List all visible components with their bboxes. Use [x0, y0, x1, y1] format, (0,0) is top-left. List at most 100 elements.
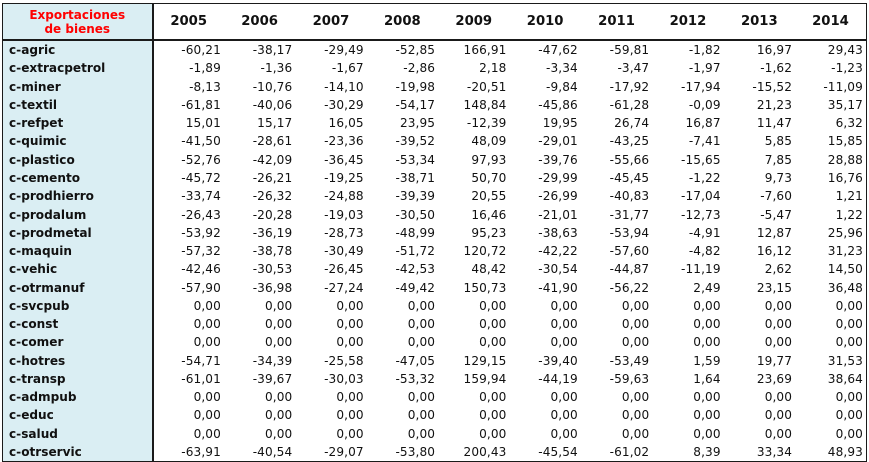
value-cell: 0,00 [621, 426, 650, 441]
value-cell: -3,47 [617, 61, 650, 76]
value-cell: 15,01 [185, 116, 221, 131]
value-cell: 0,00 [764, 298, 793, 313]
year-header: 2005 [152, 3, 224, 41]
value-cell: -26,43 [181, 207, 221, 222]
table-row: c-otrmanuf -57,90 -36,98 -27,24 -49,42 150,73… [2, 278, 867, 297]
value-cell: -29,07 [295, 442, 367, 462]
value-cell: -1,67 [331, 61, 364, 76]
value-cell: -38,71 [395, 170, 436, 185]
value-cell: 0,00 [621, 298, 650, 313]
value-cell: -52,85 [395, 43, 436, 58]
value-cell: 0,00 [407, 335, 436, 350]
value-cell: 0,00 [795, 388, 867, 407]
value-cell: 0,00 [550, 390, 578, 405]
table-row: c-prodmetal -53,92 -36,19 -28,73 -48,99 95,23… [2, 223, 867, 242]
value-cell: 19,77 [756, 353, 793, 368]
value-cell: 0,00 [336, 390, 364, 405]
value-cell: -61,02 [580, 442, 653, 462]
value-cell: 0,00 [193, 408, 221, 423]
value-cell: -7,60 [760, 189, 793, 204]
value-cell: -17,92 [609, 79, 650, 94]
value-cell: 0,00 [479, 408, 507, 423]
value-cell: 1,22 [795, 205, 867, 224]
value-cell: 0,00 [764, 335, 793, 350]
value-cell: -39,67 [252, 371, 293, 386]
value-cell: 0,00 [764, 317, 793, 332]
value-cell: -26,45 [324, 262, 364, 277]
value-cell: -2,86 [403, 61, 436, 76]
value-cell: -42,09 [252, 152, 293, 167]
value-cell: -1,36 [260, 61, 293, 76]
value-cell: 23,69 [756, 371, 793, 386]
value-cell: -19,98 [395, 79, 436, 94]
value-cell: -55,66 [609, 152, 650, 167]
value-cell: 0,00 [407, 408, 436, 423]
value-cell: -44,87 [609, 262, 650, 277]
value-cell: -15,52 [752, 79, 793, 94]
value-cell: 0,00 [693, 426, 721, 441]
value-cell: 0,00 [621, 317, 650, 332]
row-label: c-prodmetal [2, 223, 154, 242]
value-cell: 16,05 [328, 116, 364, 131]
value-cell: 0,00 [621, 390, 650, 405]
value-cell: 120,72 [463, 244, 507, 259]
value-cell: -29,99 [538, 170, 578, 185]
value-cell: 0,00 [407, 298, 436, 313]
year-header: 2011 [580, 3, 653, 41]
table-row: c-const 0,00 0,00 0,00 0,00 0,00 0,00 0,00 0,00 0… [2, 314, 867, 334]
value-cell: -26,99 [538, 189, 578, 204]
row-label: c-vehic [2, 260, 154, 279]
row-label: c-const [2, 314, 154, 334]
row-label: c-svcpub [2, 296, 154, 315]
value-cell: -45,45 [609, 170, 650, 185]
value-cell: 0,00 [264, 335, 293, 350]
value-cell: -14,10 [324, 79, 364, 94]
value-cell: -61,28 [609, 97, 650, 112]
value-cell: 0,00 [193, 335, 221, 350]
value-cell: 0,00 [795, 314, 867, 334]
value-cell: 148,84 [463, 97, 507, 112]
value-cell: -39,40 [538, 353, 578, 368]
value-cell: -38,17 [252, 43, 293, 58]
value-cell: -17,04 [681, 189, 721, 204]
table-header: Exportaciones de bienes 2005 2006 2007 2… [2, 3, 867, 41]
value-cell: 0,00 [479, 298, 507, 313]
value-cell: 5,85 [764, 134, 793, 149]
value-cell: -47,62 [538, 43, 578, 58]
value-cell: 23,95 [399, 116, 436, 131]
value-cell: 1,59 [693, 353, 721, 368]
value-cell: 25,96 [795, 223, 867, 242]
value-cell: -8,13 [189, 79, 221, 94]
value-cell: -5,47 [760, 207, 793, 222]
table-row: c-salud 0,00 0,00 0,00 0,00 0,00 0,00 0,00 0,00 0… [2, 424, 867, 443]
value-cell: -39,39 [395, 189, 436, 204]
row-label: c-quimic [2, 132, 154, 151]
value-cell: -34,39 [252, 353, 293, 368]
table-row: c-refpet 15,01 15,17 16,05 23,95 -12,39 19,95 2… [2, 114, 867, 133]
value-cell: 150,73 [463, 280, 507, 295]
value-cell: -53,34 [395, 152, 436, 167]
value-cell: -19,25 [324, 170, 364, 185]
value-cell: 0,00 [479, 390, 507, 405]
value-cell: 1,64 [693, 371, 721, 386]
table-row: c-svcpub 0,00 0,00 0,00 0,00 0,00 0,00 0,00 0,00… [2, 296, 867, 315]
value-cell: -48,99 [395, 225, 436, 240]
value-cell: 0,00 [693, 390, 721, 405]
value-cell: 2,62 [764, 262, 793, 277]
value-cell: 48,42 [471, 262, 507, 277]
value-cell: -24,88 [324, 189, 364, 204]
value-cell: 0,00 [264, 390, 293, 405]
table-row: c-transp -61,01 -39,67 -30,03 -53,32 159,94 -4… [2, 369, 867, 389]
value-cell: 0,00 [693, 408, 721, 423]
value-cell: -42,53 [395, 262, 436, 277]
table-body: c-agric -60,21 -38,17 -29,49 -52,85 166,91 -47… [2, 40, 867, 462]
row-label: c-transp [2, 369, 154, 389]
value-cell: 159,94 [463, 371, 507, 386]
value-cell: -44,19 [538, 371, 578, 386]
value-cell: -47,05 [395, 353, 436, 368]
value-cell: 0,00 [336, 298, 364, 313]
value-cell: 15,85 [795, 132, 867, 151]
table-row: c-textil -61,81 -40,06 -30,29 -54,17 148,84 -4… [2, 95, 867, 115]
row-label: c-prodhierro [2, 187, 154, 206]
value-cell: -59,81 [609, 43, 650, 58]
